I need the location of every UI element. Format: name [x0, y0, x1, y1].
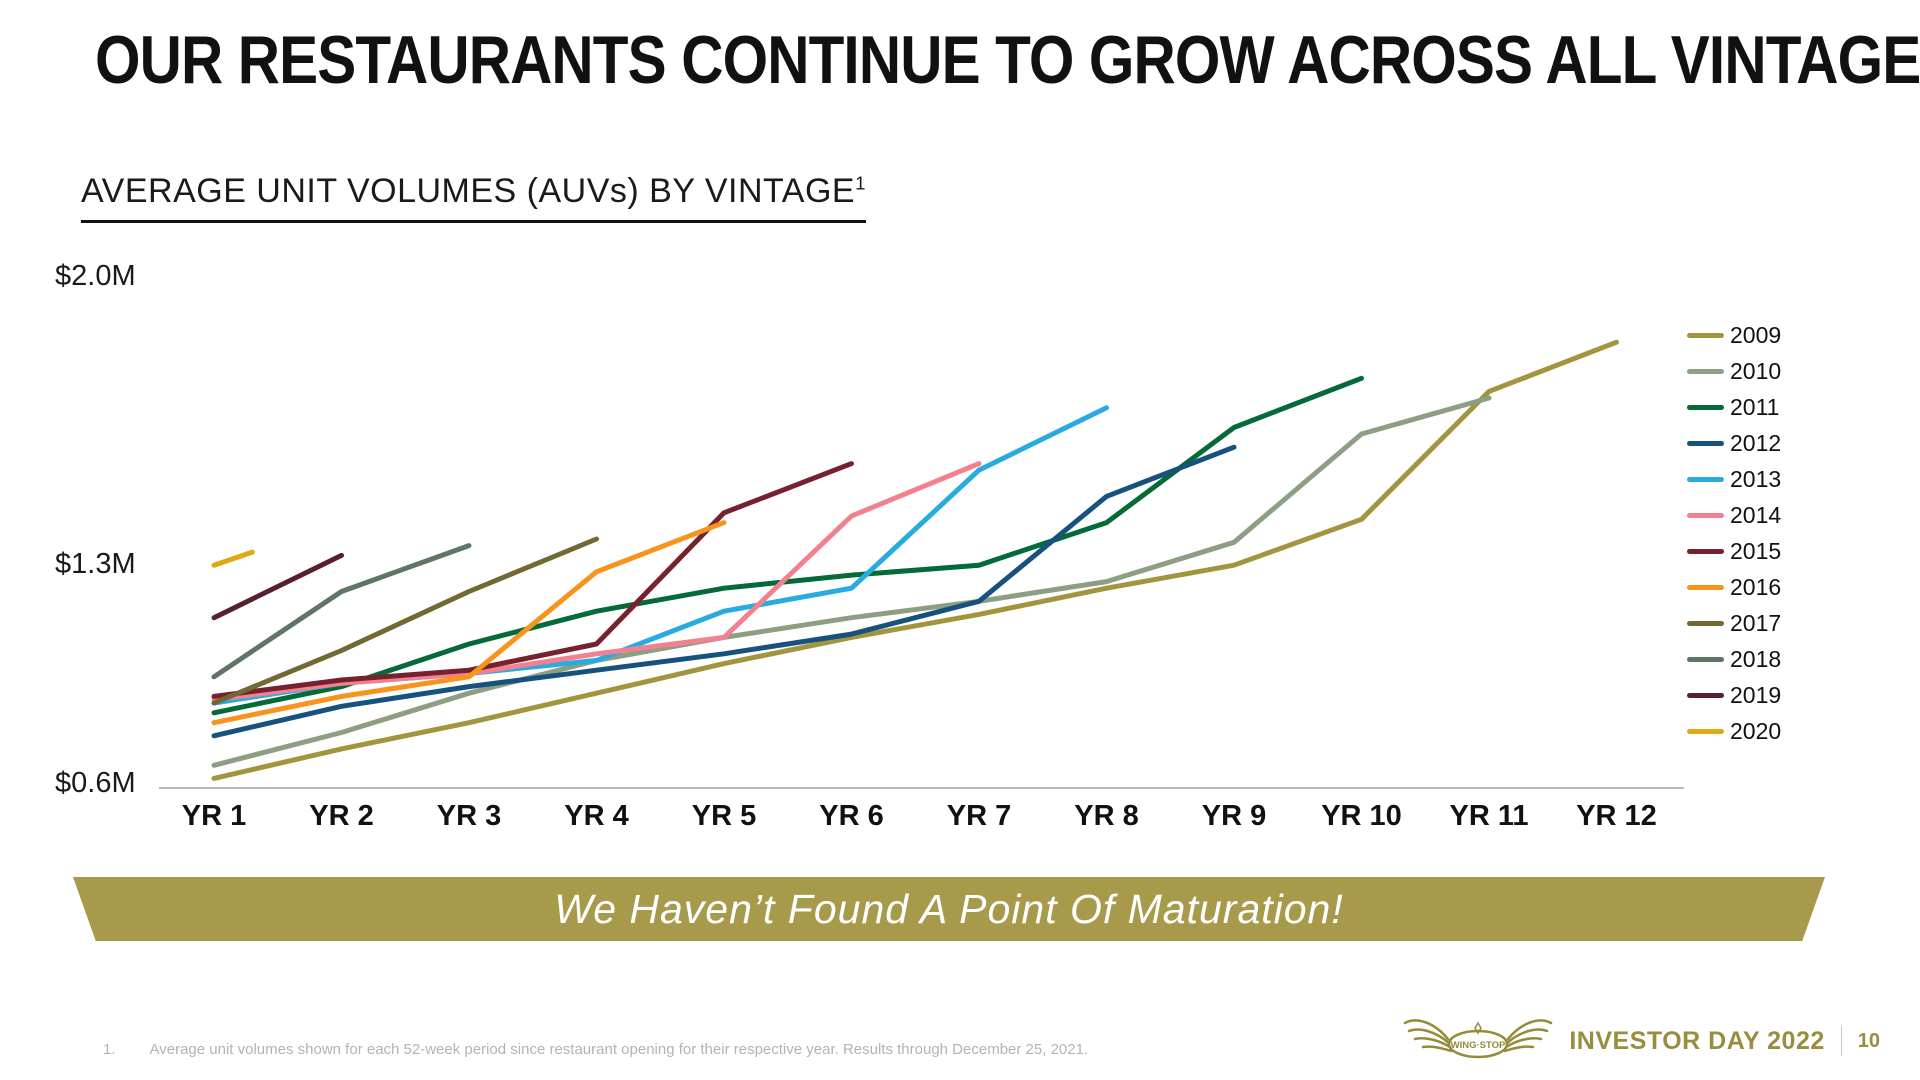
- series-line-2012: [211, 444, 1237, 739]
- x-axis-tick-label: YR 12: [1576, 800, 1657, 832]
- legend-label: 2009: [1730, 321, 1782, 348]
- chart-title: AVERAGE UNIT VOLUMES (AUVs) BY VINTAGE1: [81, 172, 866, 223]
- chart-title-footnote-marker: 1: [855, 172, 866, 194]
- chart-series-group: [211, 339, 1619, 781]
- legend-item-2016: 2016: [1687, 569, 1781, 605]
- legend-item-2015: 2015: [1687, 533, 1781, 569]
- chart-title-text: AVERAGE UNIT VOLUMES (AUVs) BY VINTAGE: [81, 172, 856, 210]
- legend-item-2017: 2017: [1687, 605, 1781, 641]
- series-line-2019: [211, 552, 344, 621]
- series-line-2013: [211, 405, 1109, 706]
- footnote-text: Average unit volumes shown for each 52-w…: [149, 1041, 1089, 1058]
- footer-divider: [1840, 1026, 1842, 1056]
- legend-swatch-icon: [1687, 656, 1724, 662]
- wingstop-logo-icon: WING·STOP: [1404, 1019, 1553, 1059]
- series-line-2010: [211, 395, 1492, 768]
- legend-item-2020: 2020: [1687, 713, 1781, 749]
- legend-item-2018: 2018: [1687, 641, 1781, 677]
- legend-item-2010: 2010: [1687, 353, 1781, 389]
- legend-swatch-icon: [1687, 692, 1724, 698]
- x-axis-tick-label: YR 1: [181, 800, 247, 832]
- footnote-number: 1.: [103, 1041, 116, 1058]
- legend-item-2012: 2012: [1687, 425, 1781, 461]
- legend-label: 2019: [1730, 681, 1782, 708]
- series-line-2020: [211, 549, 255, 568]
- legend-label: 2015: [1730, 537, 1782, 564]
- legend-label: 2017: [1730, 609, 1782, 636]
- legend-label: 2012: [1730, 429, 1782, 456]
- y-axis-tick-label: $0.6M: [55, 767, 136, 799]
- x-axis-tick-label: YR 6: [819, 800, 884, 832]
- legend-label: 2020: [1730, 717, 1782, 744]
- x-axis-tick-label: YR 7: [946, 800, 1012, 832]
- page-title: OUR RESTAURANTS CONTINUE TO GROW ACROSS …: [95, 22, 1920, 98]
- series-line-2011: [211, 375, 1364, 716]
- x-axis-tick-label: YR 2: [309, 800, 374, 832]
- legend-item-2011: 2011: [1687, 389, 1781, 425]
- x-axis-tick-label: YR 9: [1201, 800, 1267, 832]
- legend-swatch-icon: [1687, 476, 1724, 482]
- legend-item-2013: 2013: [1687, 461, 1781, 497]
- footer: WING·STOP INVESTOR DAY 2022 10: [1403, 1010, 1880, 1072]
- legend-swatch-icon: [1687, 584, 1724, 590]
- series-line-2016: [211, 520, 727, 726]
- series-line-2009: [211, 339, 1619, 781]
- legend-item-2009: 2009: [1687, 317, 1781, 353]
- series-line-2017: [211, 536, 599, 706]
- logo-wordmark: WING·STOP: [1451, 1040, 1506, 1051]
- investor-day-label: INVESTOR DAY 2022: [1569, 1026, 1825, 1055]
- legend-label: 2016: [1730, 573, 1782, 600]
- legend-swatch-icon: [1687, 404, 1724, 410]
- x-axis-tick-label: YR 10: [1321, 800, 1402, 832]
- page-number: 10: [1857, 1029, 1880, 1052]
- legend-swatch-icon: [1687, 440, 1724, 446]
- legend-item-2014: 2014: [1687, 497, 1781, 533]
- x-axis-tick-label: YR 4: [564, 800, 629, 832]
- series-line-2015: [211, 461, 854, 699]
- legend-label: 2018: [1730, 645, 1782, 672]
- legend-swatch-icon: [1687, 548, 1724, 554]
- legend-item-2019: 2019: [1687, 677, 1781, 713]
- legend-swatch-icon: [1687, 368, 1724, 374]
- x-axis-tick-label: YR 11: [1449, 800, 1529, 832]
- legend-label: 2011: [1730, 393, 1780, 420]
- legend-swatch-icon: [1687, 620, 1724, 626]
- legend-label: 2014: [1730, 501, 1782, 528]
- x-axis-tick-label: YR 3: [436, 800, 502, 832]
- banner-text: We Haven’t Found A Point Of Maturation!: [554, 885, 1344, 932]
- legend-swatch-icon: [1687, 332, 1724, 338]
- x-axis-tick-label: YR 5: [691, 800, 757, 832]
- x-axis-tick-label: YR 8: [1074, 800, 1139, 832]
- legend-swatch-icon: [1687, 728, 1724, 734]
- legend-label: 2010: [1730, 357, 1782, 384]
- series-line-2014: [211, 461, 982, 703]
- maturation-banner: We Haven’t Found A Point Of Maturation!: [73, 877, 1825, 941]
- legend-swatch-icon: [1687, 512, 1724, 518]
- y-axis-tick-label: $2.0M: [55, 260, 136, 292]
- y-axis-tick-label: $1.3M: [55, 548, 136, 580]
- legend-label: 2013: [1730, 465, 1782, 492]
- footnote: 1. Average unit volumes shown for each 5…: [103, 1041, 1088, 1058]
- series-line-2018: [211, 543, 472, 680]
- chart-legend: 2009 2010 2011 2012 2013 2014 2015 2016 2017 2018…: [1687, 317, 1781, 749]
